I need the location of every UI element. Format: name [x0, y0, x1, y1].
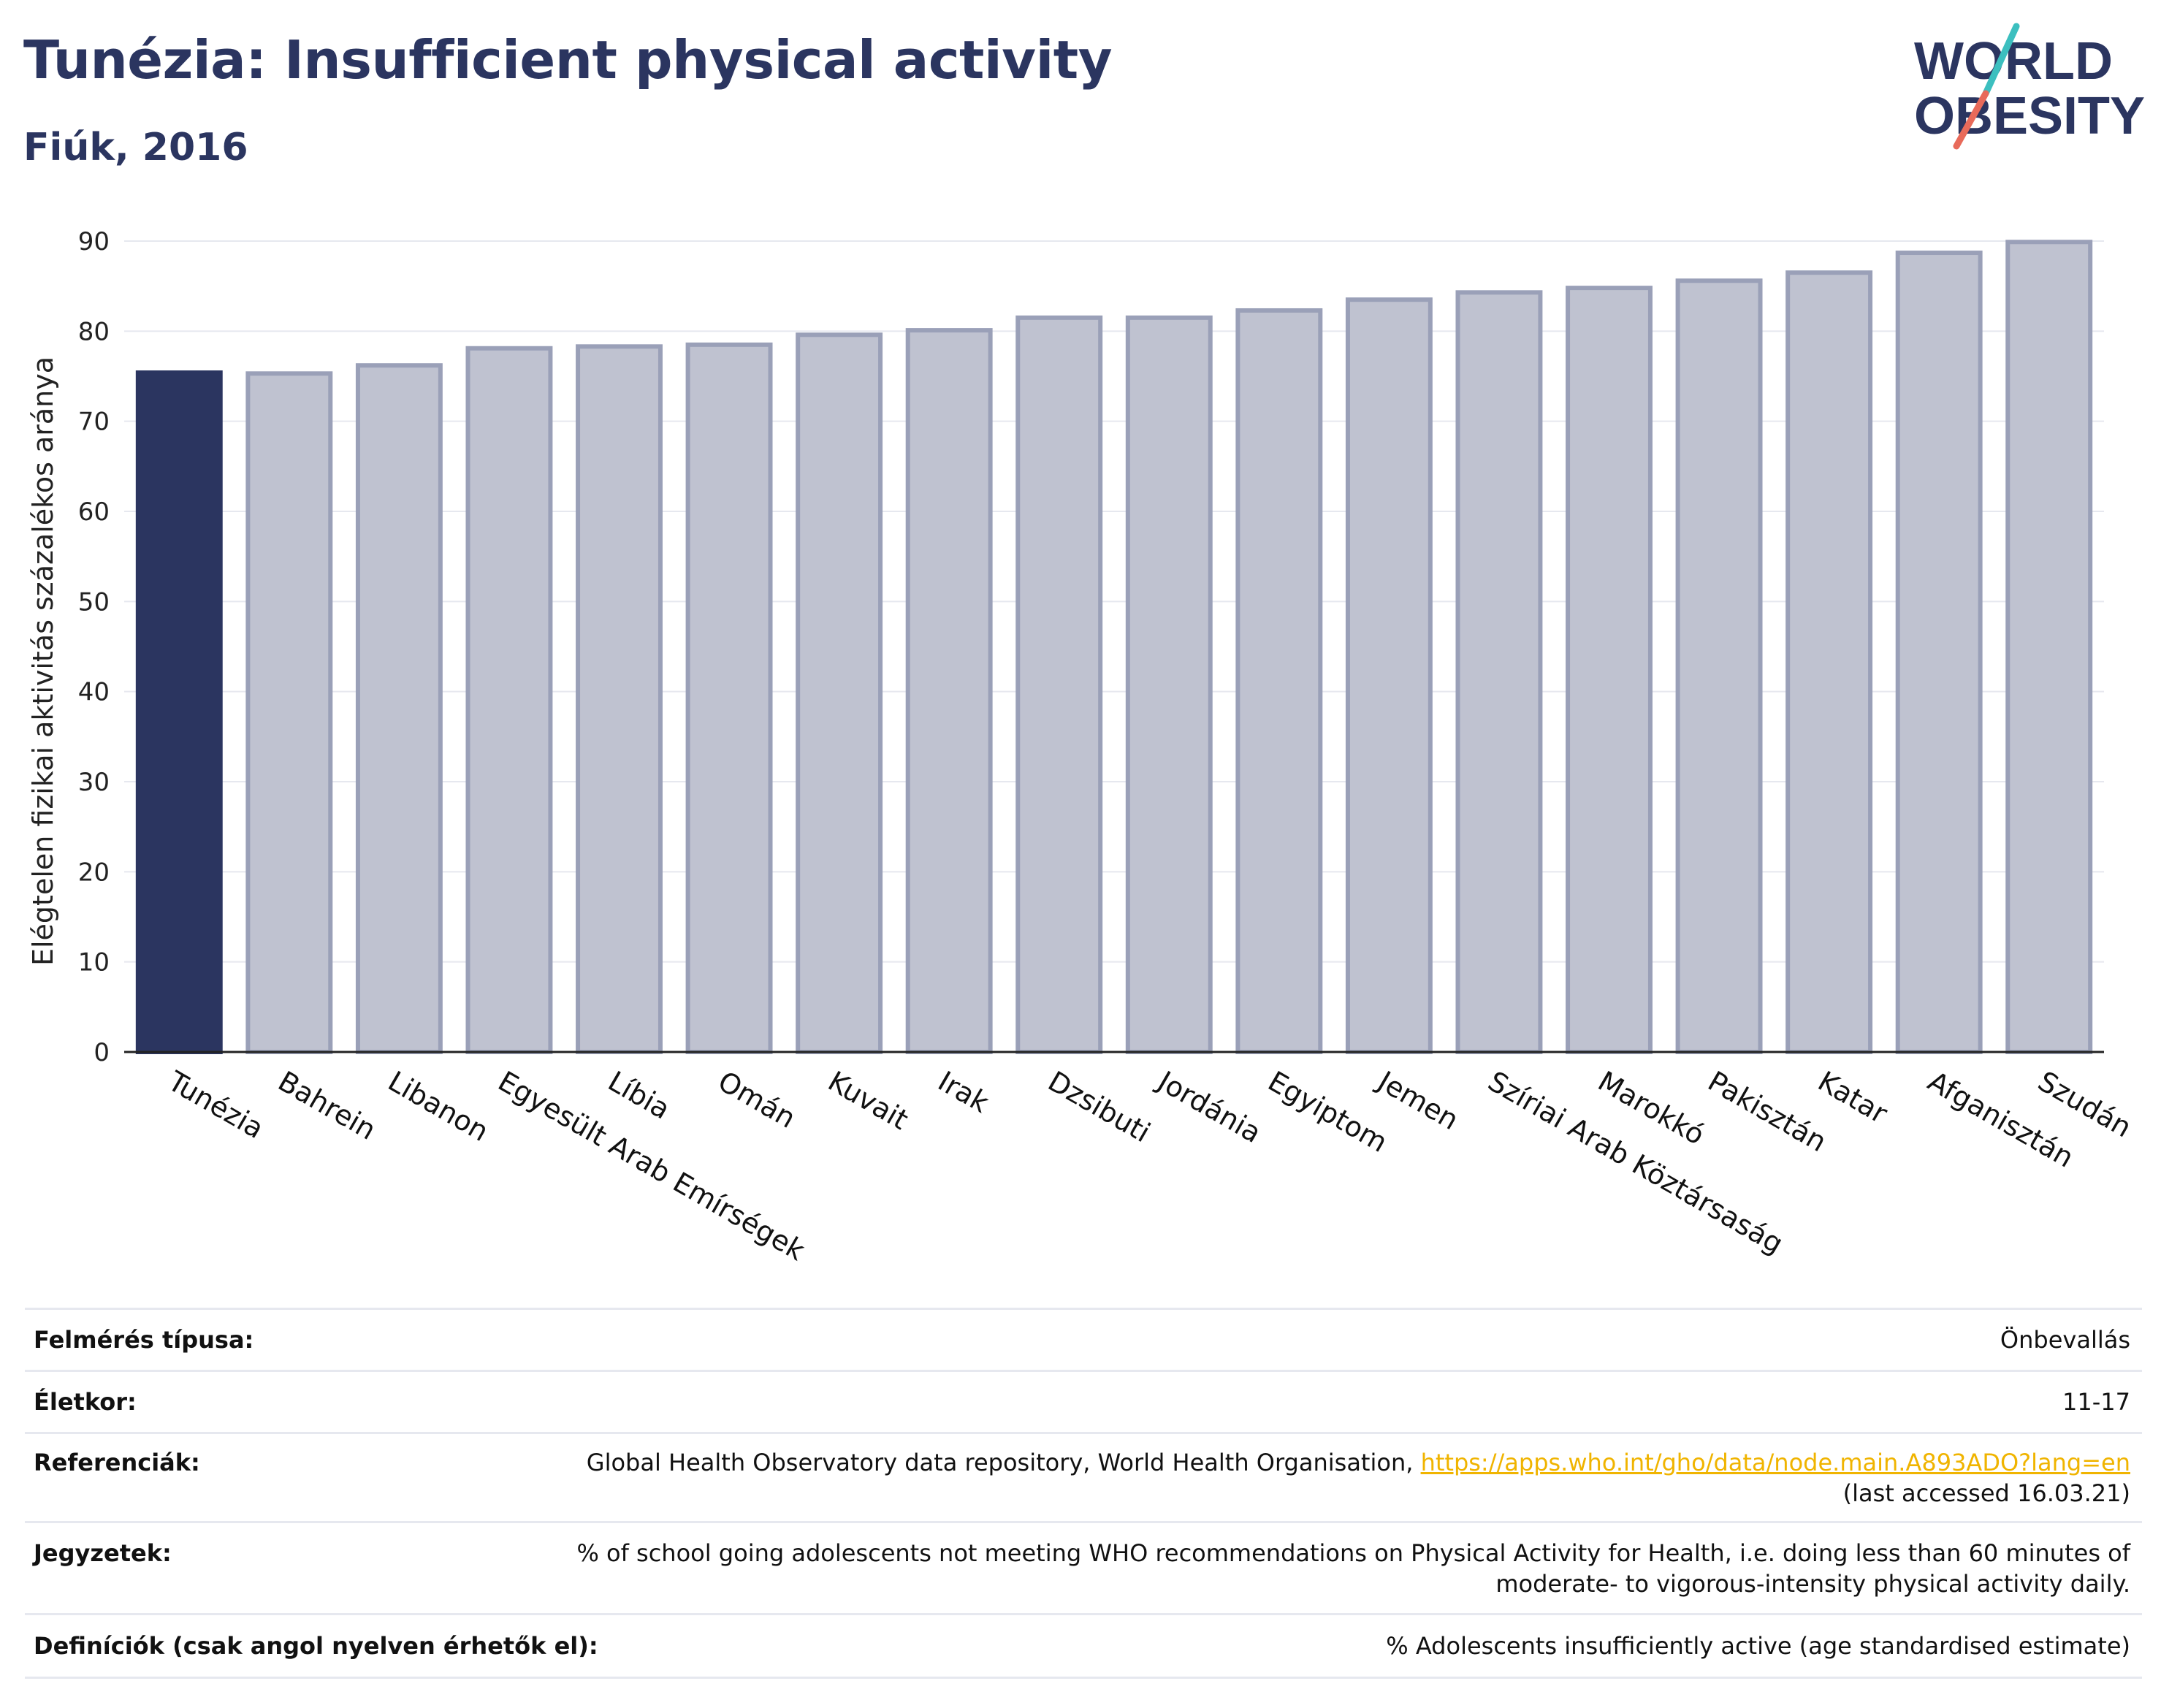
reference-accessed: (last accessed 16.03.21)	[1842, 1479, 2130, 1507]
bar	[245, 371, 333, 1055]
page-title: Tunézia: Insufficient physical activity	[23, 29, 1113, 91]
x-tick-label: Irak	[933, 1065, 994, 1119]
info-value: Global Health Observatory data repositor…	[587, 1447, 2142, 1521]
y-tick-label: 20	[78, 858, 110, 887]
x-tick-label: Jordánia	[1151, 1064, 1267, 1149]
reference-link[interactable]: https://apps.who.int/gho/data/node.main.…	[1420, 1449, 2130, 1476]
x-tick-label: Líbia	[603, 1065, 676, 1126]
info-row-age: Életkor: 11-17	[25, 1370, 2142, 1432]
bar	[576, 344, 663, 1055]
notes-line-2: moderate- to vigorous-intensity physical…	[1495, 1570, 2130, 1598]
y-tick-label: 30	[78, 768, 110, 797]
info-label: Jegyzetek:	[34, 1539, 172, 1567]
info-row-survey-type: Felmérés típusa: Önbevallás	[25, 1308, 2142, 1370]
y-tick-label: 50	[78, 587, 110, 617]
info-table: Felmérés típusa: Önbevallás Életkor: 11-…	[25, 1308, 2142, 1679]
y-tick-label: 90	[78, 227, 110, 256]
x-tick-label: Dzsibuti	[1043, 1065, 1156, 1149]
x-tick-label: Omán	[713, 1065, 801, 1135]
bar	[1125, 315, 1213, 1055]
info-label: Életkor:	[34, 1388, 137, 1416]
bar	[1566, 286, 1653, 1055]
info-value: Önbevallás	[2000, 1326, 2130, 1354]
bar	[355, 363, 443, 1054]
x-tick-label: Kuvait	[823, 1065, 913, 1136]
info-label: Referenciák:	[34, 1449, 200, 1476]
bar	[135, 370, 223, 1055]
y-tick-label: 80	[78, 317, 110, 346]
bar	[465, 346, 553, 1054]
bar	[1015, 315, 1103, 1055]
bar	[2005, 240, 2093, 1055]
x-tick-label: Egyiptom	[1262, 1065, 1392, 1159]
y-tick-label: 40	[78, 678, 110, 707]
page-subtitle: Fiúk, 2016	[23, 126, 248, 169]
info-value: 11-17	[2062, 1388, 2130, 1416]
bar	[905, 328, 993, 1055]
x-tick-label: Libanon	[383, 1065, 494, 1148]
bar	[685, 342, 773, 1055]
y-tick-label: 10	[78, 948, 110, 977]
bar-chart: 0 10 20 30 40 50 60 70 80 90 Elégtelen fizikai akt…	[27, 227, 2137, 1267]
info-value: % Adolescents insufficiently active (age…	[1386, 1632, 2130, 1660]
y-tick-label: 0	[94, 1038, 110, 1067]
reference-text: Global Health Observatory data repositor…	[586, 1449, 1421, 1476]
info-row-definitions: Definíciók (csak angol nyelven érhetők e…	[25, 1613, 2142, 1679]
bar	[1235, 308, 1323, 1054]
info-value: % of school going adolescents not meetin…	[576, 1538, 2142, 1613]
info-row-notes: Jegyzetek: % of school going adolescents…	[25, 1521, 2142, 1613]
logo-text-obesity: OBESITY	[1914, 87, 2145, 145]
x-tick-label: Katar	[1813, 1065, 1893, 1130]
x-tick-label: Bahrein	[272, 1065, 381, 1146]
logo-text-world: WORLD	[1914, 32, 2113, 91]
bar	[1455, 290, 1543, 1054]
x-tick-label: Jemen	[1371, 1064, 1464, 1137]
bar	[1895, 251, 1983, 1055]
bar	[1785, 270, 1873, 1055]
notes-line-1: % of school going adolescents not meetin…	[576, 1539, 2130, 1567]
x-tick-label: Tunézia	[162, 1064, 270, 1145]
info-label: Definíciók (csak angol nyelven érhetők e…	[34, 1632, 598, 1660]
y-axis-label: Elégtelen fizikai aktivitás százalékos a…	[27, 357, 59, 966]
info-row-references: Referenciák: Global Health Observatory d…	[25, 1432, 2142, 1521]
logo-slash-red	[1953, 90, 1989, 150]
y-tick-label: 60	[78, 497, 110, 527]
bar	[1345, 297, 1433, 1055]
bar	[1675, 278, 1763, 1054]
x-tick-label: Pakisztán	[1703, 1065, 1832, 1159]
y-tick-label: 70	[78, 408, 110, 437]
logo-slash-teal	[1982, 23, 2020, 97]
bar	[796, 332, 883, 1054]
world-obesity-logo: WORLD OBESITY	[1914, 23, 2145, 150]
info-label: Felmérés típusa:	[34, 1326, 254, 1354]
